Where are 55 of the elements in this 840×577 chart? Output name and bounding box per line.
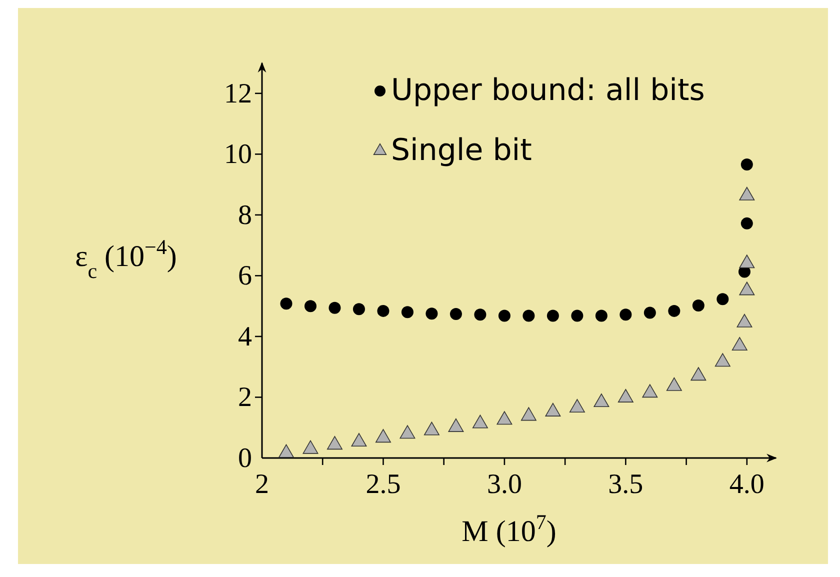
point [618, 388, 634, 402]
y-tick-label: 4 [238, 321, 252, 352]
point [351, 433, 367, 447]
point [740, 217, 753, 230]
point [520, 407, 536, 421]
point [498, 310, 510, 322]
x-axis-title: M (10$^{7}$) [462, 510, 556, 548]
point [448, 418, 464, 432]
point [522, 310, 535, 322]
point [546, 310, 559, 322]
point [328, 302, 341, 314]
point [278, 444, 294, 458]
y-axis-title: ε$_{c}$ (10$^{−4}$) [75, 235, 177, 283]
point [327, 436, 342, 450]
point [377, 304, 390, 317]
x-tick-label: 3.5 [608, 469, 644, 500]
point [690, 367, 706, 381]
legend-label: Upper bound: all bits [391, 73, 705, 108]
point [400, 425, 416, 439]
y-tick-label: 2 [238, 382, 252, 414]
point [571, 310, 584, 322]
x-tick-label: 4.0 [729, 469, 764, 500]
point [716, 293, 729, 306]
point [692, 299, 704, 312]
y-tick-label: 8 [238, 200, 252, 231]
point [352, 303, 365, 316]
point [569, 399, 585, 412]
point [644, 306, 656, 319]
point [302, 440, 318, 454]
point [620, 308, 632, 321]
point [426, 308, 438, 320]
point [545, 402, 561, 416]
point [424, 422, 440, 436]
x-tick-label: 3.0 [486, 469, 522, 500]
x-tick-label: 2.5 [366, 469, 401, 500]
point [280, 298, 292, 310]
y-tick-label: 0 [238, 443, 252, 474]
point [642, 384, 658, 398]
legend-label: Single bit [391, 133, 532, 168]
point [714, 353, 730, 367]
point [594, 394, 610, 408]
y-tick-label: 12 [224, 78, 252, 110]
point [401, 306, 414, 318]
point [304, 300, 316, 312]
point [595, 310, 608, 322]
point [666, 377, 682, 391]
point [376, 429, 391, 443]
point [474, 308, 486, 321]
y-tick-label: 10 [224, 139, 252, 170]
point [732, 337, 748, 351]
point [668, 304, 680, 317]
point [472, 414, 488, 428]
point [450, 308, 462, 320]
point [496, 411, 512, 425]
y-tick-label: 6 [238, 260, 252, 292]
